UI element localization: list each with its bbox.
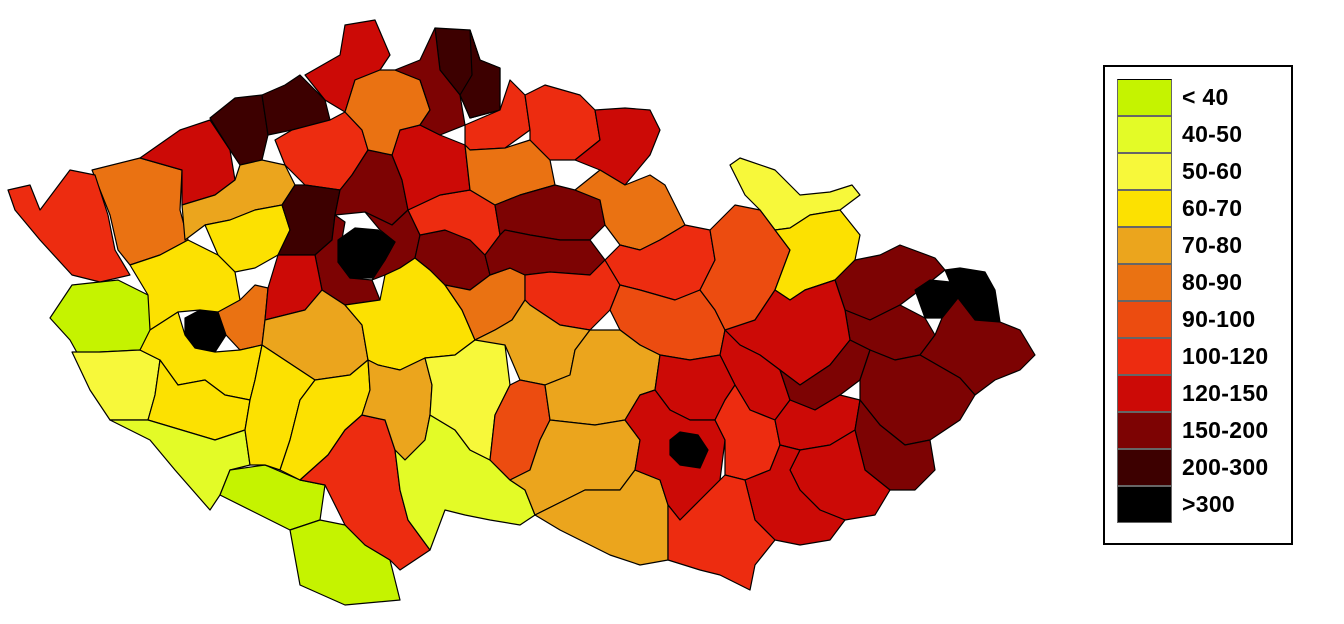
legend-label: 100-120	[1182, 343, 1269, 369]
legend-item: 60-70	[1117, 190, 1291, 227]
map-region-decin[interactable]	[304, 19, 391, 113]
legend-swatch	[1117, 116, 1172, 153]
legend-item: >300	[1117, 486, 1291, 523]
map-region-jablonec[interactable]	[459, 29, 501, 119]
map-region-breclav[interactable]	[667, 474, 776, 591]
legend-item: 100-120	[1117, 338, 1291, 375]
map-region-praha[interactable]	[337, 227, 396, 279]
legend-item: 80-90	[1117, 264, 1291, 301]
legend-swatch	[1117, 486, 1172, 523]
legend-swatch	[1117, 412, 1172, 449]
legend-item: 120-150	[1117, 375, 1291, 412]
legend-item: 90-100	[1117, 301, 1291, 338]
map-region-cheb[interactable]	[49, 279, 153, 359]
legend-label: 70-80	[1182, 232, 1243, 258]
legend-swatch	[1117, 338, 1172, 375]
legend-label: 50-60	[1182, 158, 1243, 184]
legend-item: < 40	[1117, 79, 1291, 116]
map-region-tachov[interactable]	[71, 349, 161, 421]
legend-label: < 40	[1182, 84, 1229, 110]
map-region-sokolov[interactable]	[7, 169, 131, 283]
legend-item: 50-60	[1117, 153, 1291, 190]
legend-label: 60-70	[1182, 195, 1243, 221]
legend-label: >300	[1182, 491, 1236, 517]
legend-list: < 40 40-50 50-60 60-70 70-80 80-90 90-100 100-1…	[1117, 79, 1291, 523]
map-region-nachod[interactable]	[574, 107, 661, 186]
legend-swatch	[1117, 449, 1172, 486]
legend-item: 150-200	[1117, 412, 1291, 449]
legend-label: 200-300	[1182, 454, 1269, 480]
legend-item: 200-300	[1117, 449, 1291, 486]
legend-label: 80-90	[1182, 269, 1243, 295]
legend-swatch	[1117, 227, 1172, 264]
legend-swatch	[1117, 153, 1172, 190]
map-region-most[interactable]	[209, 94, 269, 166]
legend-swatch	[1117, 79, 1172, 116]
legend-label: 120-150	[1182, 380, 1269, 406]
legend-label: 150-200	[1182, 417, 1269, 443]
map-region-ceska-lipa[interactable]	[344, 69, 431, 156]
legend-swatch	[1117, 264, 1172, 301]
legend-label: 40-50	[1182, 121, 1243, 147]
legend-swatch	[1117, 375, 1172, 412]
map-region-jicin[interactable]	[464, 139, 556, 206]
map-region-brno-mesto[interactable]	[669, 431, 709, 469]
map-region-teplice[interactable]	[261, 74, 331, 136]
legend-item: 40-50	[1117, 116, 1291, 153]
legend-label: 90-100	[1182, 306, 1256, 332]
legend-swatch	[1117, 301, 1172, 338]
map-legend: < 40 40-50 50-60 60-70 70-80 80-90 90-100 100-1…	[1103, 65, 1293, 545]
legend-swatch	[1117, 190, 1172, 227]
legend-item: 70-80	[1117, 227, 1291, 264]
